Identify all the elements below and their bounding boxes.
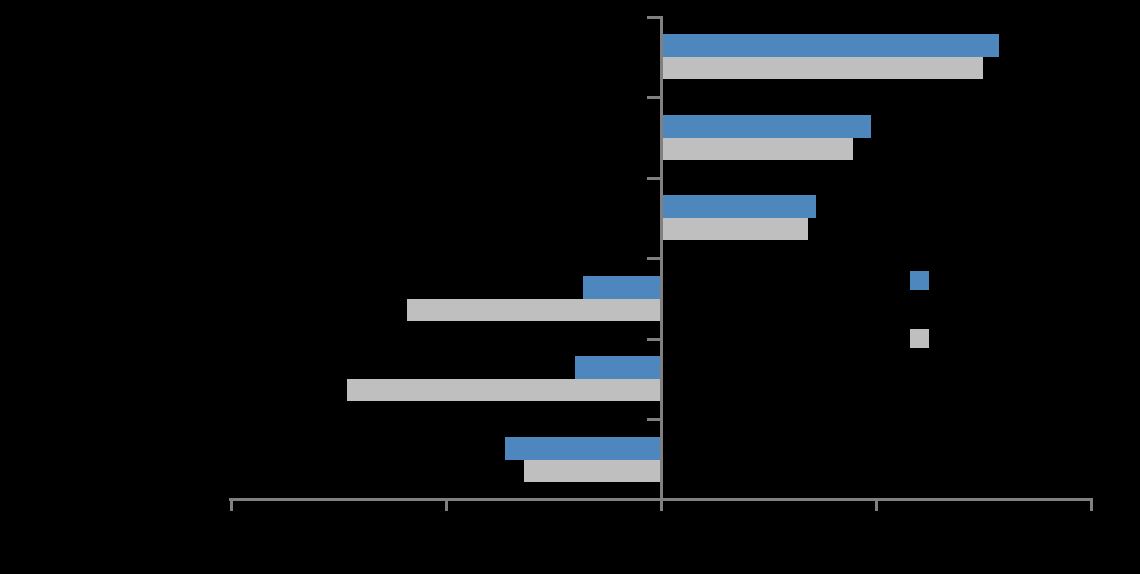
bar-series-2-gray-cat4 (407, 298, 661, 321)
bar-series-1-blue-cat1 (661, 34, 999, 58)
bar-series-1-blue-cat3 (661, 195, 816, 219)
legend-swatch-series-1-blue (910, 271, 929, 290)
category-axis-tick (646, 257, 660, 261)
value-axis-tick (1089, 501, 1093, 511)
value-axis-line (229, 498, 1093, 501)
category-axis-tick (646, 96, 660, 100)
value-axis-tick (444, 501, 448, 511)
value-axis-tick (229, 501, 233, 511)
bar-series-2-gray-cat1 (661, 57, 984, 80)
bar-series-2-gray-cat5 (347, 379, 661, 402)
bar-series-2-gray-cat6 (524, 459, 661, 482)
bar-series-1-blue-cat2 (661, 114, 872, 138)
bar-series-1-blue-cat4 (582, 275, 661, 299)
value-axis-tick (874, 501, 878, 511)
value-axis-tick (659, 501, 663, 511)
category-axis-tick (646, 418, 660, 422)
legend-swatch-series-2-gray (910, 329, 929, 348)
category-axis-tick (646, 337, 660, 341)
bar-series-1-blue-cat6 (504, 436, 661, 460)
category-axis-tick (646, 16, 660, 19)
category-axis-line (659, 16, 663, 511)
category-axis-tick (646, 176, 660, 180)
bar-series-1-blue-cat5 (575, 356, 661, 380)
bar-series-2-gray-cat3 (661, 218, 809, 241)
bar-series-2-gray-cat2 (661, 137, 853, 160)
